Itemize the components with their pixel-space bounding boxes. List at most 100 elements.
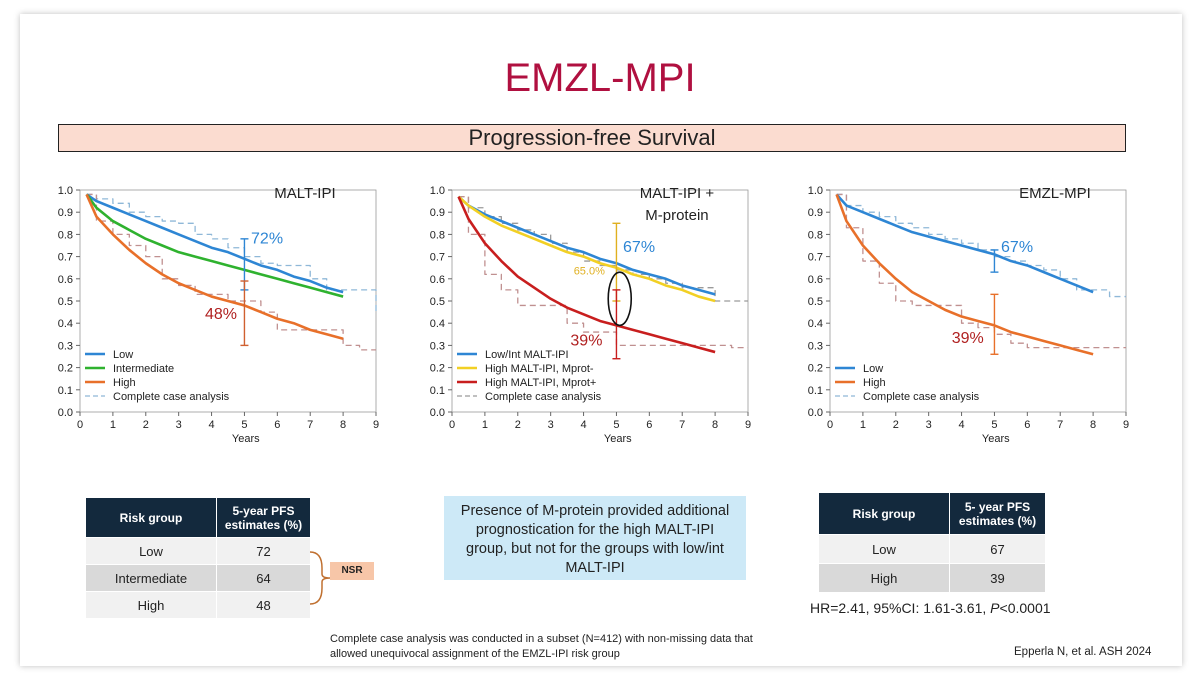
chart-title: MALT-IPI (274, 185, 335, 202)
x-tick-label: 6 (646, 419, 652, 431)
chart-title: EMZL-MPI (1019, 185, 1091, 202)
series-line (457, 196, 716, 354)
info-callout: Presence of M-protein provided additiona… (444, 496, 746, 580)
x-tick-label: 0 (77, 419, 83, 431)
y-tick-label: 0.2 (58, 363, 73, 375)
data-label: 65.0% (574, 265, 605, 277)
x-tick-label: 5 (991, 419, 997, 431)
x-axis-label: Years (604, 433, 632, 445)
legend-label: Low (863, 363, 883, 375)
legend-label: High MALT-IPI, Mprot+ (485, 377, 596, 389)
x-tick-label: 3 (176, 419, 182, 431)
chart-title: MALT-IPI + (640, 185, 715, 202)
x-tick-label: 5 (613, 419, 619, 431)
y-tick-label: 0.6 (808, 274, 823, 286)
series-line (836, 193, 1126, 298)
y-tick-label: 0.2 (430, 363, 445, 375)
y-tick-label: 0.0 (430, 407, 445, 419)
y-tick-label: 0.1 (808, 385, 823, 397)
y-tick-label: 0.8 (430, 229, 445, 241)
x-tick-label: 3 (548, 419, 554, 431)
x-tick-label: 2 (515, 419, 521, 431)
legend-label: Complete case analysis (485, 391, 602, 403)
table-cell: Low (85, 537, 217, 565)
data-label: 39% (570, 332, 602, 349)
legend-label: Intermediate (113, 363, 174, 375)
series-line (457, 195, 716, 303)
table-cell: Intermediate (85, 564, 217, 592)
x-axis-label: Years (982, 433, 1010, 445)
y-tick-label: 0.3 (808, 340, 823, 352)
chart-title-line2: M-protein (645, 207, 708, 224)
x-tick-label: 5 (241, 419, 247, 431)
x-tick-label: 3 (926, 419, 932, 431)
footnote-line: Complete case analysis was conducted in … (330, 633, 753, 645)
y-tick-label: 0.5 (430, 296, 445, 308)
table-header: Risk group (85, 497, 217, 538)
y-tick-label: 0.9 (430, 207, 445, 219)
y-tick-label: 0.8 (58, 229, 73, 241)
footnote: Complete case analysis was conducted in … (330, 632, 810, 662)
y-tick-label: 0.5 (58, 296, 73, 308)
x-tick-label: 6 (274, 419, 280, 431)
data-label: 72% (251, 230, 283, 247)
table-cell: 48 (216, 591, 311, 619)
series-line (85, 193, 344, 340)
legend-label: High (863, 377, 886, 389)
y-tick-label: 0.8 (808, 229, 823, 241)
x-tick-label: 4 (958, 419, 964, 431)
table-cell: High (818, 563, 950, 593)
y-tick-label: 0.1 (58, 385, 73, 397)
y-tick-label: 0.3 (58, 340, 73, 352)
y-tick-label: 0.0 (808, 407, 823, 419)
slide-title: EMZL-MPI (504, 56, 696, 100)
series-line (86, 193, 376, 351)
x-tick-label: 9 (745, 419, 751, 431)
legend-label: Complete case analysis (863, 391, 980, 403)
y-tick-label: 0.5 (808, 296, 823, 308)
y-tick-label: 0.1 (430, 385, 445, 397)
y-tick-label: 1.0 (58, 185, 73, 197)
table-cell: 72 (216, 537, 311, 565)
x-tick-label: 4 (580, 419, 586, 431)
risk-table-malt-ipi: Risk group 5-year PFS estimates (%) Low … (85, 497, 311, 619)
section-banner: Progression-free Survival (58, 124, 1126, 152)
hazard-ratio-text: HR=2.41, 95%CI: 1.61-3.61, P<0.0001 (810, 600, 1051, 616)
series-line (85, 193, 344, 294)
y-tick-label: 1.0 (808, 185, 823, 197)
x-axis-label: Years (232, 433, 260, 445)
y-tick-label: 0.4 (430, 318, 445, 330)
series-line (835, 193, 1094, 356)
y-tick-label: 0.6 (430, 274, 445, 286)
y-tick-label: 1.0 (430, 185, 445, 197)
x-tick-label: 0 (827, 419, 833, 431)
table-header: 5- year PFS estimates (%) (949, 492, 1046, 535)
y-tick-label: 0.0 (58, 407, 73, 419)
y-tick-label: 0.4 (808, 318, 823, 330)
km-chart-malt-ipi: 0.0 0.1 0.2 0.3 0.4 0.5 0.6 0.7 0.8 0.9 1.0 0 1 2 3 4 5 6… (58, 185, 379, 445)
x-tick-label: 8 (1090, 419, 1096, 431)
series-line (836, 193, 1126, 349)
x-tick-label: 9 (373, 419, 379, 431)
data-label: 67% (1001, 239, 1033, 256)
citation: Epperla N, et al. ASH 2024 (1014, 646, 1152, 658)
legend-label: High MALT-IPI, Mprot- (485, 363, 594, 375)
y-tick-label: 0.9 (808, 207, 823, 219)
legend-label: Low (113, 349, 133, 361)
x-tick-label: 0 (449, 419, 455, 431)
y-tick-label: 0.7 (430, 252, 445, 264)
x-tick-label: 6 (1024, 419, 1030, 431)
y-tick-label: 0.7 (58, 252, 73, 264)
x-tick-label: 7 (679, 419, 685, 431)
y-tick-label: 0.6 (58, 274, 73, 286)
highlight-ellipse (607, 271, 633, 327)
km-chart-malt-ipi-mprotein: 0.0 0.1 0.2 0.3 0.4 0.5 0.6 0.7 0.8 0.9 1.0 0 1 2 3 4 5 6… (430, 185, 751, 445)
x-tick-label: 1 (110, 419, 116, 431)
data-label: 48% (205, 306, 237, 323)
x-tick-label: 8 (340, 419, 346, 431)
risk-table-emzl-mpi: Risk group 5- year PFS estimates (%) Low… (818, 492, 1046, 593)
legend-label: High (113, 377, 136, 389)
table-cell: Low (818, 534, 950, 564)
y-tick-label: 0.2 (808, 363, 823, 375)
x-tick-label: 7 (307, 419, 313, 431)
